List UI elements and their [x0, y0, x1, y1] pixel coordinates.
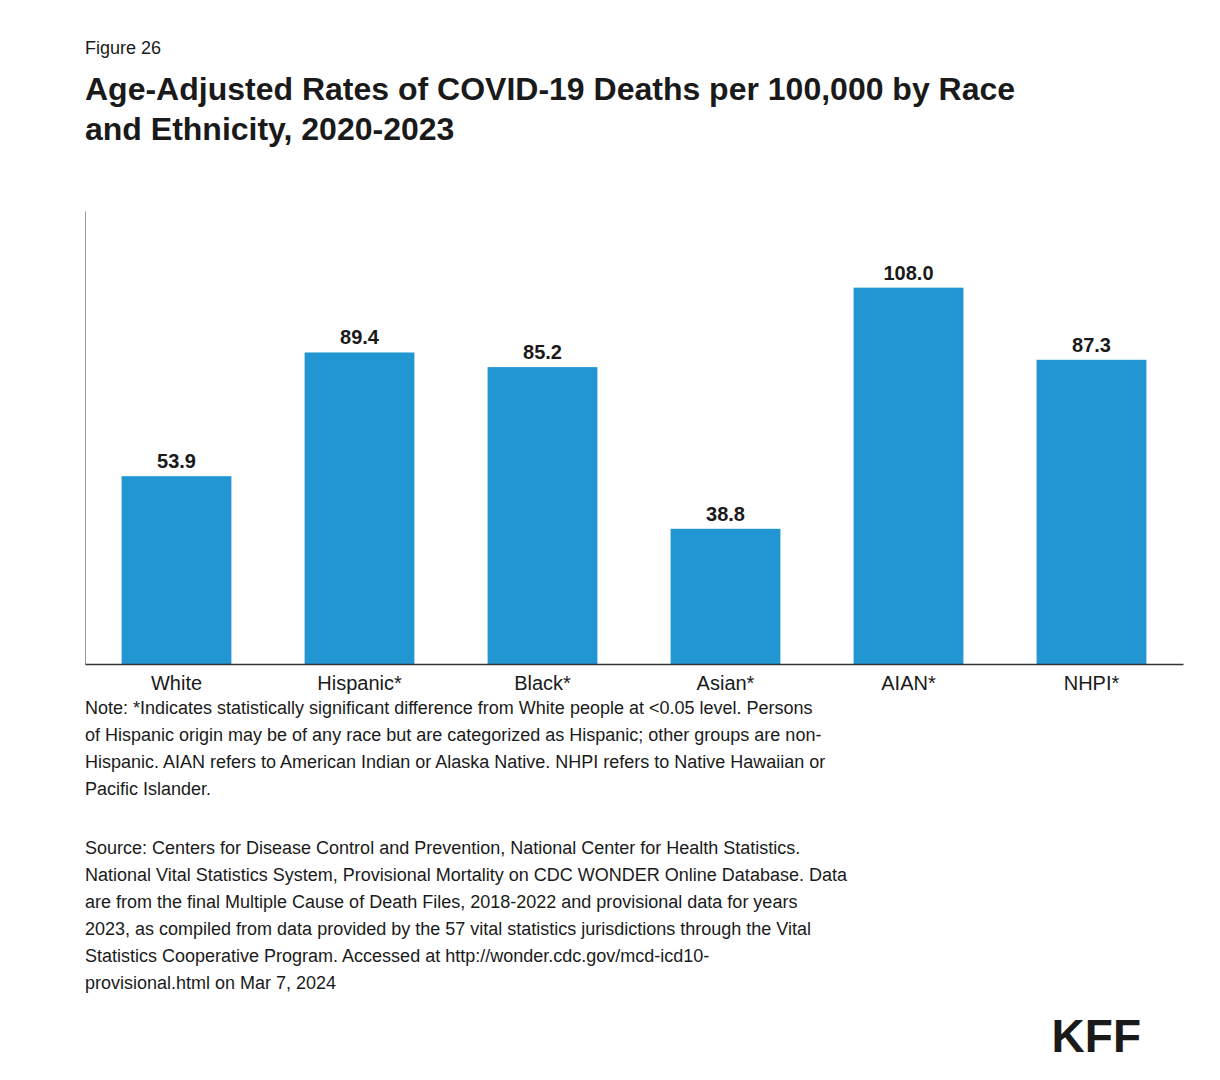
x-tick: NHPI* [1064, 672, 1120, 694]
source-line: provisional.html on Mar 7, 2024 [85, 973, 336, 993]
note-line: Pacific Islander. [85, 779, 211, 799]
x-tick: AIAN* [881, 672, 936, 694]
x-tick: Hispanic* [317, 672, 402, 694]
x-axis: White Hispanic* Black* Asian* AIAN* NHPI* [86, 665, 1184, 695]
note: Note: *Indicates statistically significa… [85, 698, 825, 799]
x-tick: Black* [514, 672, 571, 694]
y-axis [85, 212, 86, 665]
x-tick-label: NHPI* [1064, 672, 1120, 694]
x-tick: Asian* [697, 672, 755, 694]
x-tick-label: AIAN* [881, 672, 936, 694]
title: Age-Adjusted Rates of COVID-19 Deaths pe… [85, 71, 1015, 147]
x-tick-label: Asian* [697, 672, 755, 694]
bar [1037, 360, 1147, 664]
x-tick-label: Black* [514, 672, 571, 694]
data-label: 53.9 [157, 450, 196, 472]
title-line: and Ethnicity, 2020-2023 [85, 111, 454, 147]
source-line: are from the final Multiple Cause of Dea… [85, 892, 797, 912]
data-labels: 53.9 89.4 85.2 38.8 108.0 87.3 [157, 262, 1111, 525]
bar [671, 529, 781, 664]
source-line: National Vital Statistics System, Provis… [85, 865, 848, 885]
bar [122, 476, 232, 664]
data-label: 87.3 [1072, 334, 1111, 356]
data-label: 85.2 [523, 341, 562, 363]
figure-label-line: Figure 26 [85, 38, 161, 58]
y-axis-line [85, 212, 86, 665]
figure-label: Figure 26 [85, 38, 161, 58]
brand-label-line: KFF [1052, 1010, 1141, 1062]
source: Source: Centers for Disease Control and … [85, 838, 848, 993]
bars [122, 288, 1147, 664]
x-tick-label: Hispanic* [317, 672, 402, 694]
x-axis-line [86, 664, 1184, 666]
title-line: Age-Adjusted Rates of COVID-19 Deaths pe… [85, 71, 1015, 107]
source-line: 2023, as compiled from data provided by … [85, 919, 811, 939]
data-label: 89.4 [340, 326, 380, 348]
data-label: 108.0 [883, 262, 933, 284]
chart: Figure 26 Age-Adjusted Rates of COVID-19 … [0, 0, 1220, 1080]
source-line: Statistics Cooperative Program. Accessed… [85, 946, 709, 966]
source-line: Source: Centers for Disease Control and … [85, 838, 800, 858]
x-tick: White [151, 672, 202, 694]
bar [305, 352, 415, 664]
x-tick-label: White [151, 672, 202, 694]
bar [488, 367, 598, 664]
data-label: 38.8 [706, 503, 745, 525]
brand-label: KFF [1052, 1010, 1141, 1062]
bar [854, 288, 964, 664]
note-line: of Hispanic origin may be of any race bu… [85, 725, 821, 745]
note-line: Hispanic. AIAN refers to American Indian… [85, 752, 825, 772]
note-line: Note: *Indicates statistically significa… [85, 698, 813, 718]
